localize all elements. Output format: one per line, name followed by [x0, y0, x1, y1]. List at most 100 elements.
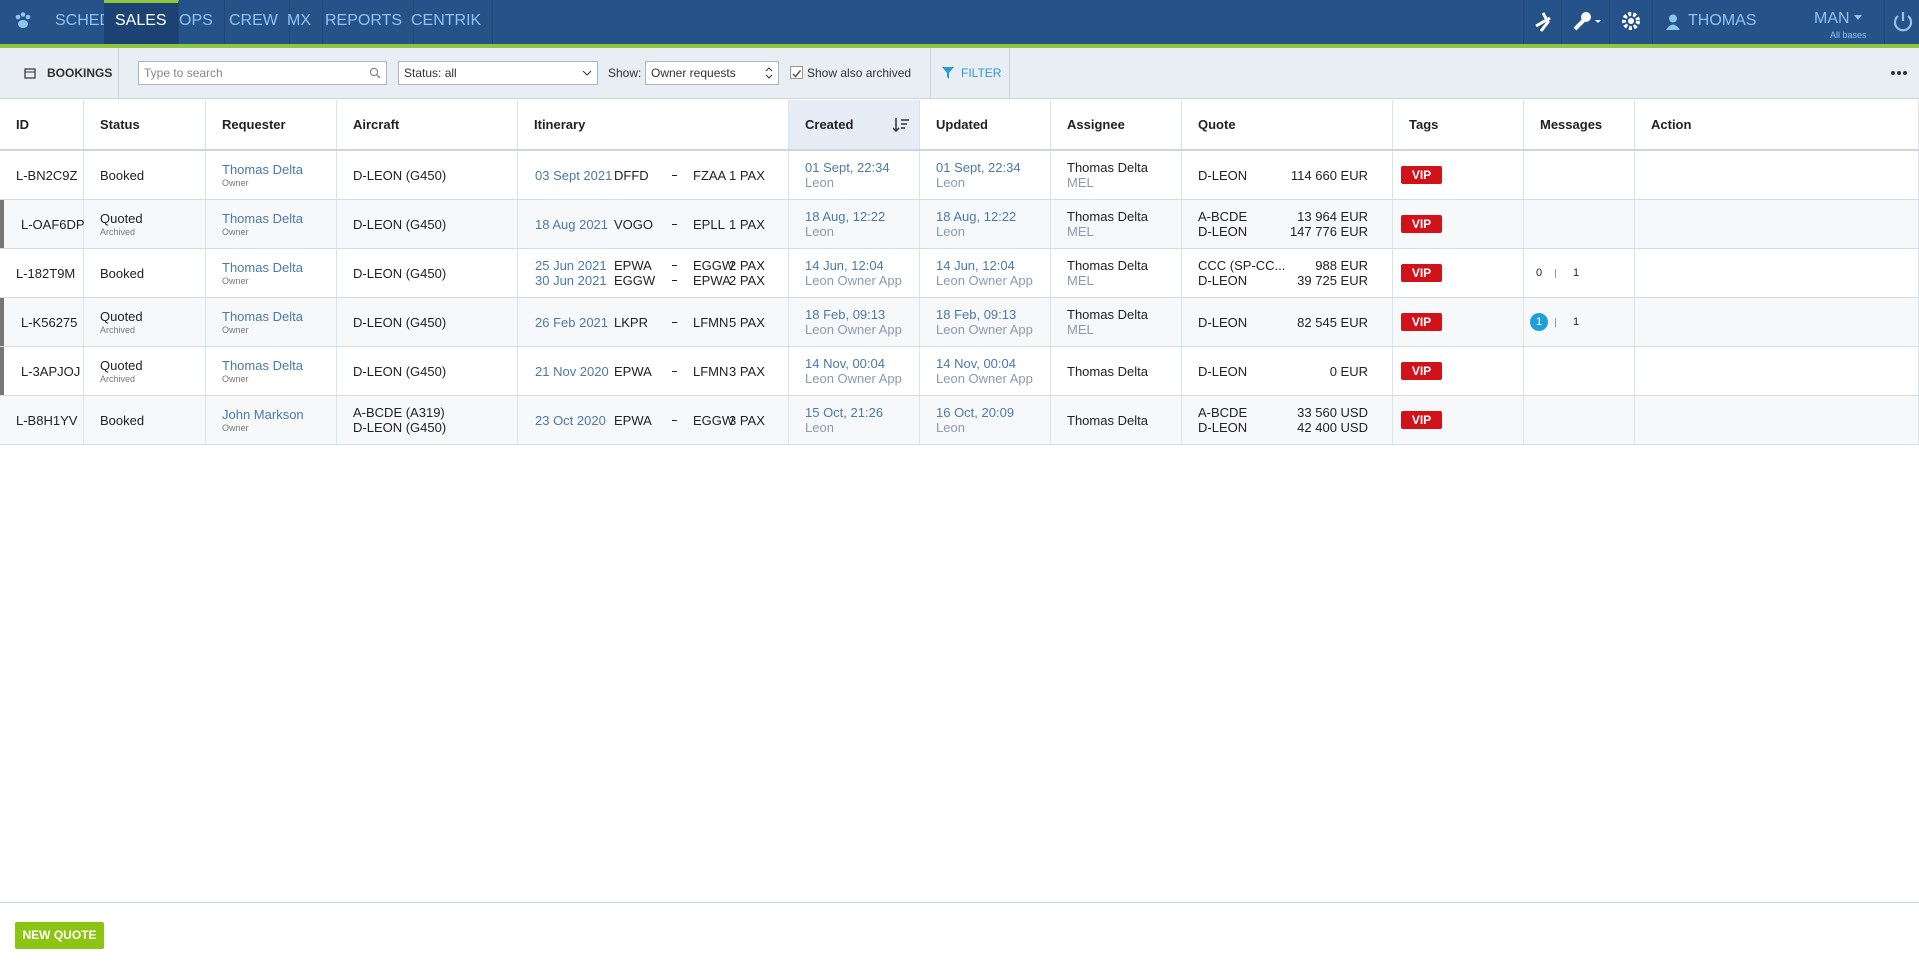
updated-source: Leon [936, 175, 965, 190]
cell: CCC (SP-CC... 988 EUR D-LEON 39 725 EUR [1182, 249, 1393, 297]
cell: 18 Aug, 12:22 Leon [789, 200, 920, 248]
column-header[interactable]: Updated [920, 100, 1051, 149]
leg: 03 Sept 2021 DFFD FZAA 1 PAX [518, 168, 788, 183]
updated-time: 18 Aug, 12:22 [936, 209, 1017, 224]
booking-id: L-K56275 [21, 314, 78, 330]
nav-accent [0, 44, 1919, 48]
quote-aircraft: D-LEON [1198, 314, 1248, 330]
new-quote-button[interactable]: NEW QUOTE [15, 922, 104, 949]
leg-date: 03 Sept 2021 [535, 167, 613, 183]
column-header[interactable]: Assignee [1051, 100, 1182, 149]
archived-checkbox[interactable] [790, 66, 803, 79]
leg-pax: 3 PAX [729, 363, 765, 379]
column-header[interactable]: ID [0, 100, 84, 149]
archived-label: Show also archived [807, 66, 912, 80]
cell: VIP [1393, 396, 1524, 444]
filter-label: FILTER [961, 66, 1002, 80]
cell: L-OAF6DP [0, 200, 85, 248]
column-header[interactable]: Tags [1393, 100, 1524, 149]
archived-marker [0, 347, 4, 395]
section-tab[interactable]: BOOKINGS [0, 48, 119, 98]
column-title: Requester [222, 117, 286, 132]
cell: 14 Jun, 12:04 Leon Owner App [920, 249, 1051, 297]
leg-from: EPWA [614, 363, 652, 379]
column-header[interactable]: Itinerary [518, 100, 789, 149]
nav-item[interactable]: CREW [218, 0, 290, 44]
column-header[interactable]: Status [84, 100, 206, 149]
created-source: Leon [805, 175, 834, 190]
column-header[interactable]: Messages [1524, 100, 1635, 149]
quote-aircraft: D-LEON [1198, 363, 1248, 379]
cell: D-LEON (G450) [337, 298, 518, 346]
quote-price: 39 725 EUR [1297, 273, 1368, 288]
leg: 23 Oct 2020 EPWA EGGW 3 PAX [518, 413, 788, 428]
more-menu[interactable] [1890, 70, 1908, 76]
header-row: ID Status Requester Aircraft Itinerary Create… [0, 100, 1919, 151]
quote-price: 0 EUR [1329, 363, 1368, 379]
cell: A-BCDE (A319) D-LEON (G450) [337, 396, 518, 444]
quote-line: D-LEON 147 776 EUR [1198, 224, 1368, 239]
nav-item[interactable]: REPORTS [314, 0, 415, 44]
leg-to: LFMN [693, 363, 729, 379]
requester-role: Owner [222, 324, 249, 335]
updated-source: Leon Owner App [936, 273, 1033, 288]
flight-icon[interactable] [1523, 0, 1561, 44]
status-note: Archived [100, 324, 136, 335]
column-header[interactable]: Created [789, 100, 920, 149]
requester: John Markson [222, 406, 304, 422]
leg: 21 Nov 2020 EPWA LFMN 3 PAX [518, 364, 788, 379]
show-select[interactable]: Owner requests [645, 61, 779, 85]
booking-id: L-B8H1YV [16, 412, 78, 428]
leg-pax: 2 PAX [729, 258, 765, 273]
cell: Thomas Delta MEL [1051, 298, 1182, 346]
aircraft: D-LEON (G450) [353, 314, 447, 330]
search-input[interactable]: Type to search [138, 61, 387, 85]
status-select[interactable]: Status: all [398, 61, 598, 85]
leg-pax: 1 PAX [729, 167, 765, 183]
settings[interactable] [1609, 0, 1652, 44]
sort-icon [892, 118, 909, 135]
leg: 26 Feb 2021 LKPR LFMN 5 PAX [518, 315, 788, 330]
created-source: Leon Owner App [805, 322, 902, 337]
created-source: Leon Owner App [805, 371, 902, 386]
column-header[interactable]: Quote [1182, 100, 1393, 149]
column-header[interactable]: Action [1635, 100, 1919, 149]
quote-line: CCC (SP-CC... 988 EUR [1198, 258, 1368, 273]
quote-aircraft: D-LEON [1198, 273, 1248, 288]
nav-item[interactable]: SALES [104, 0, 179, 44]
column-header[interactable]: Requester [206, 100, 337, 149]
requester: Thomas Delta [222, 210, 303, 226]
cell: 14 Nov, 00:04 Leon Owner App [789, 347, 920, 395]
requester: Thomas Delta [222, 308, 303, 324]
base-menu[interactable]: MAN All bases [1810, 0, 1884, 44]
leg: 30 Jun 2021 EGGW EPWA 2 PAX [518, 273, 788, 288]
section-label: BOOKINGS [47, 66, 113, 80]
quote-price: 42 400 USD [1297, 420, 1368, 435]
quote-price: 114 660 EUR [1290, 167, 1368, 183]
assignee-base: MEL [1067, 273, 1094, 288]
quote-price: 33 560 USD [1297, 405, 1368, 420]
leg: 25 Jun 2021 EPWA EGGW 2 PAX [518, 258, 788, 273]
tag: VIP [1401, 313, 1442, 331]
updated-time: 16 Oct, 20:09 [936, 405, 1015, 420]
nav-item[interactable]: CENTRIK [400, 0, 494, 44]
created-source: Leon [805, 224, 834, 239]
filter-button[interactable]: FILTER [930, 48, 1010, 98]
cell: A-BCDE 33 560 USD D-LEON 42 400 USD [1182, 396, 1393, 444]
nav-item[interactable]: MX [276, 0, 323, 44]
booking-id: L-182T9M [16, 265, 76, 281]
quote-aircraft: D-LEON [1198, 167, 1248, 183]
cell [1635, 396, 1919, 444]
cell: Thomas Delta [1051, 347, 1182, 395]
logo[interactable] [13, 11, 33, 31]
nav-item[interactable]: OPS [168, 0, 225, 44]
status: Booked [100, 167, 145, 183]
column-header[interactable]: Aircraft [337, 100, 518, 149]
leg-dash [672, 223, 677, 225]
user-menu[interactable]: THOMAS DELTA [1652, 0, 1810, 71]
logout[interactable] [1884, 0, 1919, 44]
booking-row: L-BN2C9Z Booked Thomas Delta Owner D-LEON (G… [0, 151, 1919, 200]
leg-from: EPWA [614, 258, 652, 273]
tools-menu[interactable] [1561, 0, 1609, 44]
